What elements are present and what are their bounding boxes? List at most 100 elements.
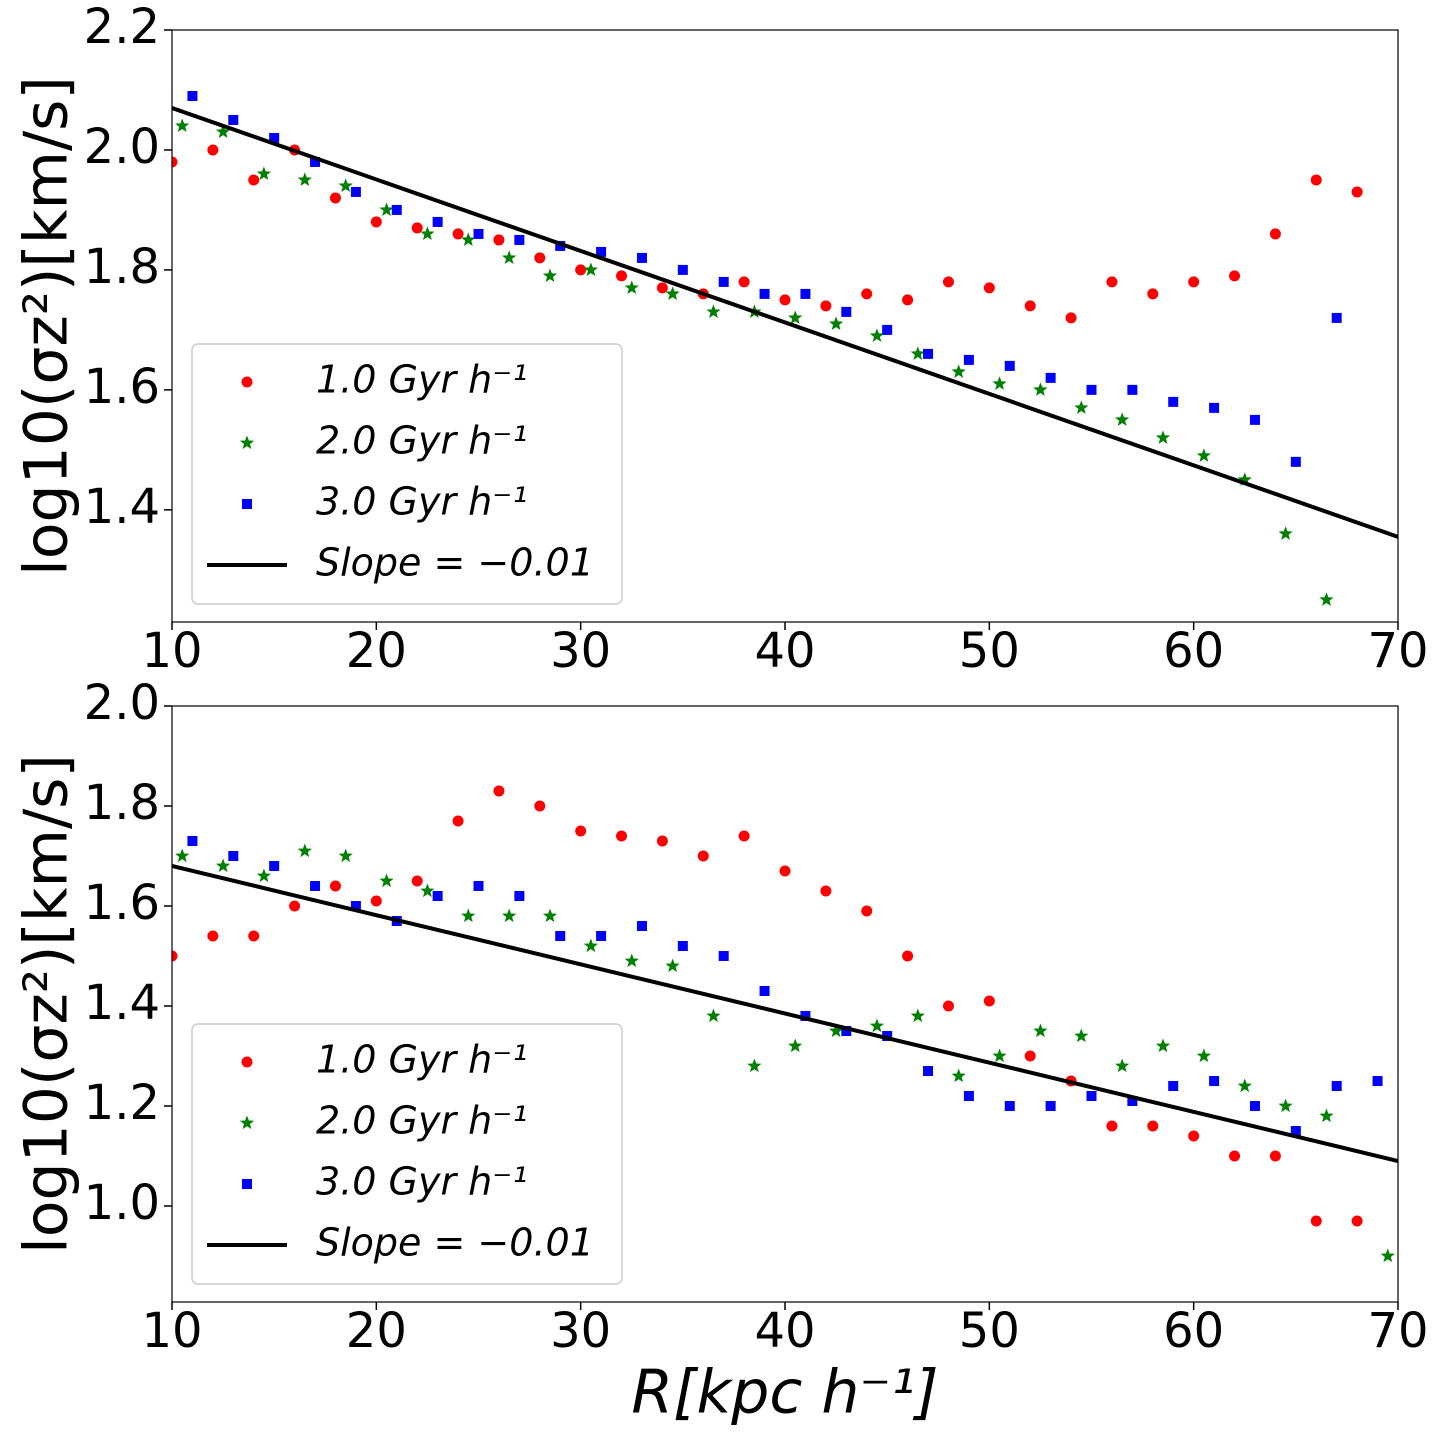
point	[820, 885, 832, 897]
point	[800, 1011, 811, 1021]
point	[473, 881, 484, 891]
point	[1310, 174, 1322, 186]
fit-line	[172, 864, 1398, 1163]
point	[1086, 1091, 1097, 1101]
point	[1004, 360, 1015, 371]
point	[329, 192, 341, 204]
point	[624, 280, 639, 294]
point	[207, 144, 219, 156]
point	[882, 324, 893, 335]
point	[555, 931, 566, 941]
point	[461, 908, 476, 923]
x-tick-label: 30	[550, 623, 611, 679]
point	[1269, 228, 1281, 240]
y-tick-label: 1.8	[84, 775, 160, 831]
point	[172, 950, 178, 962]
y-tick-label: 1.4	[84, 479, 160, 535]
point	[910, 1008, 925, 1023]
point	[493, 234, 505, 246]
legend-marker	[242, 1179, 252, 1189]
point	[759, 288, 770, 299]
point	[963, 354, 974, 365]
point	[942, 276, 954, 288]
point	[1065, 312, 1077, 324]
legend-label: 3.0 Gyr h⁻¹	[316, 480, 528, 524]
point	[514, 234, 525, 245]
y-tick-label: 1.8	[84, 239, 160, 295]
point	[207, 930, 219, 942]
point	[1115, 1058, 1130, 1073]
point	[779, 865, 791, 877]
point	[379, 873, 394, 888]
y-tick-label: 2.2	[84, 0, 160, 55]
point	[452, 228, 464, 240]
point	[1229, 1150, 1241, 1162]
point	[861, 288, 873, 300]
point	[923, 348, 934, 359]
point	[910, 346, 925, 360]
y-tick-label: 2.0	[84, 675, 160, 731]
point	[616, 830, 628, 842]
point	[596, 931, 607, 941]
point	[1045, 372, 1056, 383]
point	[329, 880, 341, 892]
point	[983, 995, 995, 1007]
point	[493, 785, 505, 797]
legend-label: 2.0 Gyr h⁻¹	[316, 1099, 528, 1143]
point	[542, 268, 558, 282]
x-tick-label: 50	[959, 623, 1020, 679]
point	[1127, 1096, 1138, 1106]
point	[1155, 430, 1171, 444]
point	[370, 895, 382, 907]
point	[1269, 1150, 1281, 1162]
point	[829, 316, 844, 330]
point	[411, 875, 423, 887]
legend-marker	[241, 376, 253, 388]
point	[338, 848, 353, 863]
point	[1033, 1023, 1048, 1038]
point	[1310, 1215, 1322, 1227]
point	[1004, 1101, 1015, 1111]
point	[1290, 1126, 1301, 1136]
point	[596, 246, 607, 257]
y-tick-label: 1.6	[84, 359, 160, 415]
x-tick-label: 60	[1163, 1303, 1224, 1359]
point	[951, 364, 966, 378]
point	[350, 186, 361, 197]
point	[624, 953, 639, 968]
point	[706, 1008, 721, 1023]
point	[502, 250, 517, 264]
point	[902, 950, 914, 962]
point	[1074, 400, 1089, 414]
point	[583, 938, 598, 953]
point	[575, 264, 587, 276]
point	[452, 815, 464, 827]
y-axis-label: log10(σz²)[km/s]	[12, 754, 82, 1254]
x-tick-label: 50	[959, 1303, 1020, 1359]
legend-label: Slope = −0.01	[316, 541, 594, 585]
point	[1237, 472, 1252, 486]
point	[1033, 382, 1048, 396]
point	[1074, 1028, 1089, 1043]
point	[391, 204, 402, 215]
point	[1237, 1078, 1252, 1093]
axes-frame	[171, 29, 1399, 623]
point	[942, 1000, 954, 1012]
point	[1319, 592, 1334, 606]
point	[175, 848, 190, 863]
point	[534, 252, 546, 264]
point	[1168, 1081, 1179, 1091]
point	[1249, 1101, 1260, 1111]
legend-marker	[239, 435, 255, 450]
point	[1331, 1081, 1342, 1091]
point	[1147, 288, 1159, 300]
x-tick-label: 60	[1163, 623, 1224, 679]
point	[420, 883, 435, 898]
point	[248, 930, 260, 942]
point	[616, 270, 628, 282]
point	[677, 941, 688, 951]
point	[1278, 526, 1293, 540]
legend-label: Slope = −0.01	[316, 1221, 594, 1265]
legend-label: 1.0 Gyr h⁻¹	[316, 358, 528, 402]
point	[800, 288, 811, 299]
